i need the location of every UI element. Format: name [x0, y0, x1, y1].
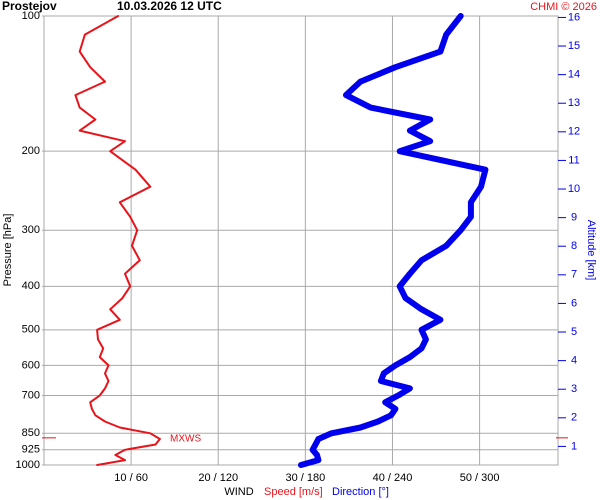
y-tick-label: 850 [22, 427, 40, 439]
direction-line [298, 13, 489, 468]
x-tick-label: 40 / 240 [373, 472, 413, 484]
y2-tick-label: 16 [568, 11, 580, 23]
x-tick-label: 30 / 180 [285, 472, 325, 484]
legend-direction: Direction [°] [332, 486, 389, 498]
y-tick-label: 600 [22, 359, 40, 371]
time: 10.03.2026 12 UTC [117, 0, 222, 13]
y2-tick-label: 11 [568, 154, 579, 166]
mxws-label: MXWS [170, 433, 201, 444]
y2-tick-label: 1 [571, 440, 577, 452]
plot-frame [43, 15, 559, 466]
y2-tick-label: 2 [571, 412, 577, 424]
y-tick-label: 700 [22, 389, 40, 401]
y2-tick-label: 14 [568, 69, 580, 81]
x-tick-label: 20 / 120 [198, 472, 238, 484]
y2-tick-label: 7 [571, 269, 577, 281]
y2-tick-label: 13 [568, 97, 580, 109]
x-tick-label: 10 / 60 [114, 472, 148, 484]
y2-tick-label: 15 [568, 40, 580, 52]
x-tick-label: 50 / 300 [460, 472, 500, 484]
y2-tick-label: 9 [571, 212, 577, 224]
y-tick-label: 100 [22, 10, 40, 22]
y2-tick-label: 4 [571, 355, 577, 367]
y-tick-label: 500 [22, 324, 40, 336]
y2-tick-label: 3 [571, 383, 577, 395]
y2-tick-label: 6 [571, 297, 577, 309]
y2-tick-label: 12 [568, 126, 580, 138]
speed-line [74, 15, 161, 466]
y2-tick-label: 5 [571, 326, 577, 338]
legend-speed: Speed [m/s] [264, 486, 323, 498]
station: Prostejov [2, 0, 57, 13]
y-tick-label: 200 [22, 145, 40, 157]
y-axis-title: Pressure [hPa] [2, 214, 14, 287]
y2-axis-title: Altitude [km] [585, 220, 597, 281]
y-tick-label: 925 [22, 444, 40, 456]
y2-tick-label: 10 [568, 183, 580, 195]
y-tick-label: 300 [22, 224, 40, 236]
y-tick-label: 400 [22, 280, 40, 292]
x-axis-title: WIND [224, 486, 253, 498]
y-tick-label: 1000 [16, 459, 40, 471]
y2-tick-label: 8 [571, 240, 577, 252]
credit: CHMI © 2026 [530, 1, 597, 13]
